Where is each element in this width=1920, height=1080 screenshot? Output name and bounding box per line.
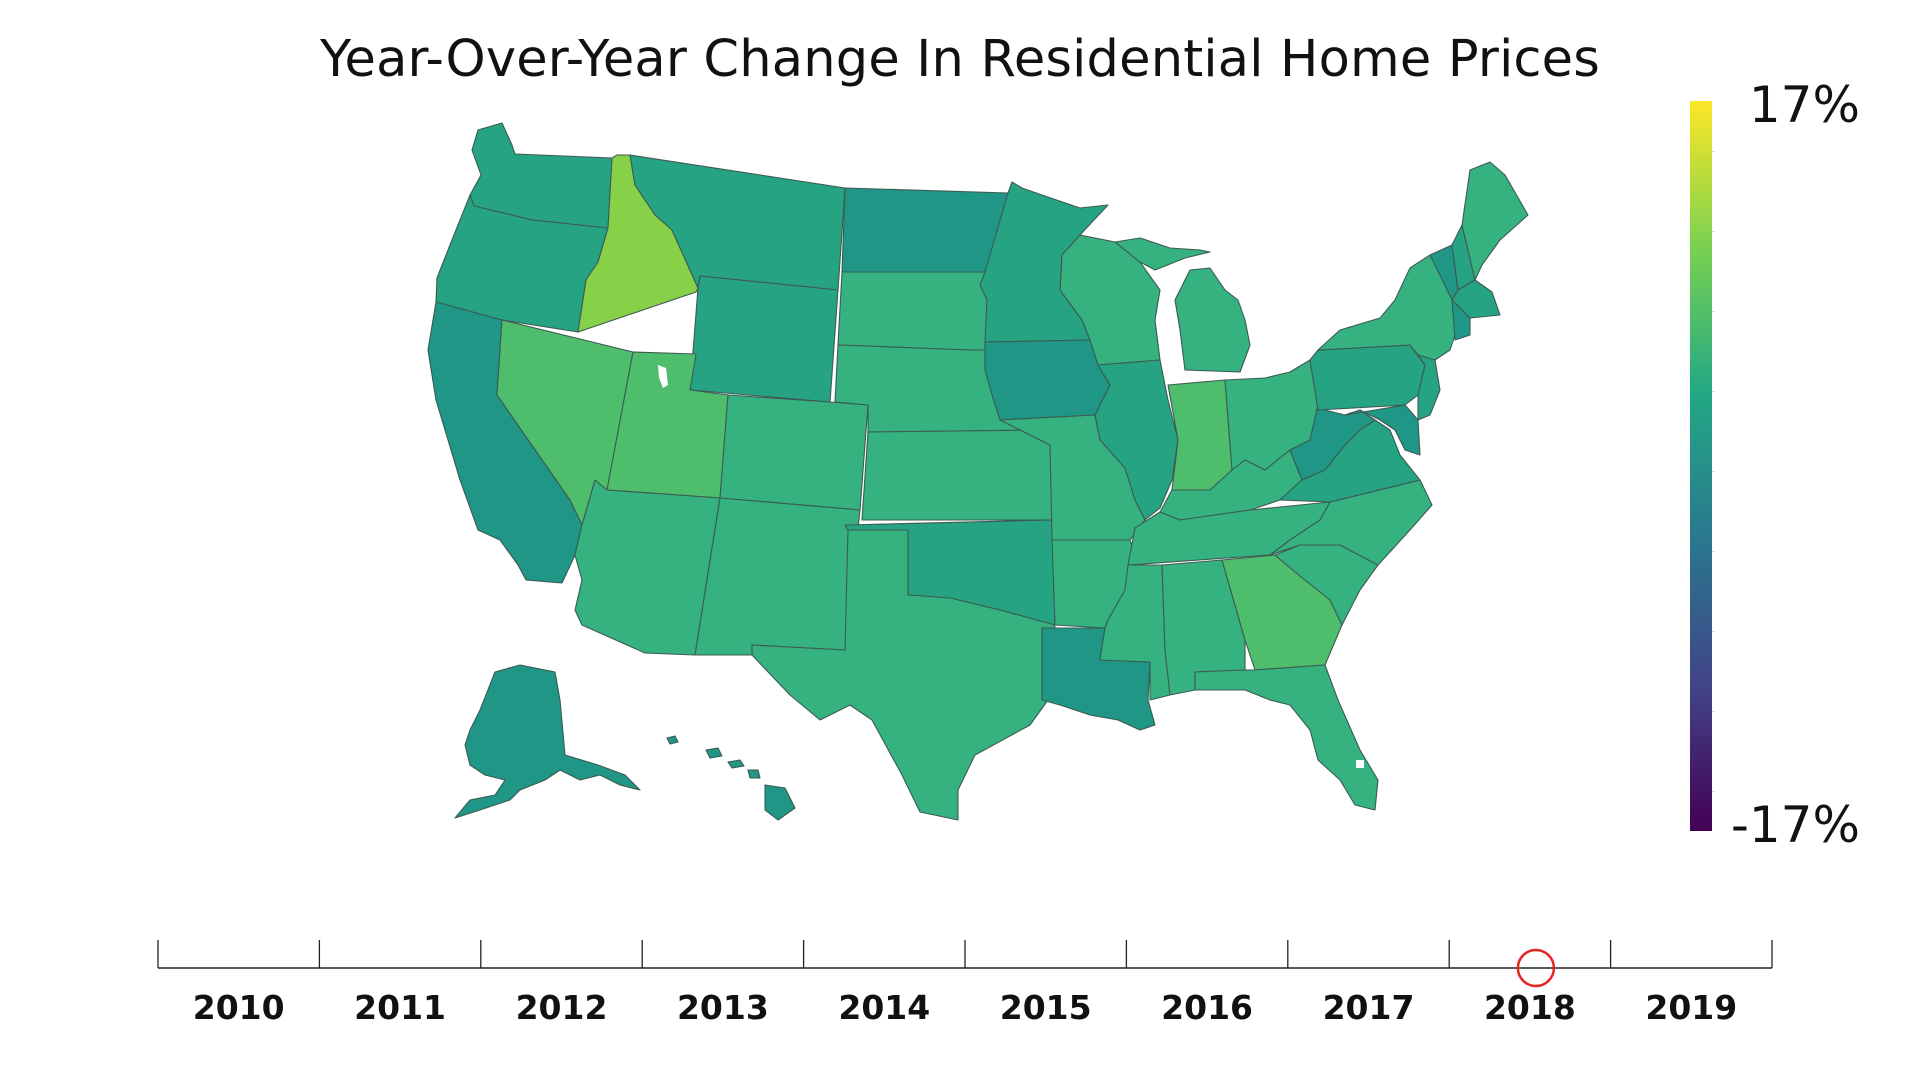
year-label-2016[interactable]: 2016: [1161, 988, 1254, 1027]
state-illinois[interactable]: [1094, 359, 1179, 521]
year-label-2011[interactable]: 2011: [354, 988, 447, 1027]
colorbar-tick: [1712, 711, 1715, 712]
state-north-carolina[interactable]: [1269, 479, 1433, 566]
state-maryland[interactable]: [1344, 404, 1421, 456]
lake-okeechobee: [1356, 760, 1364, 768]
timeline-ticks: [157, 940, 1773, 968]
colorbar-tick: [1712, 791, 1715, 792]
year-label-2014[interactable]: 2014: [838, 988, 931, 1027]
state-alaska[interactable]: [454, 664, 641, 819]
colorbar-tick: [1712, 391, 1715, 392]
year-label-2018[interactable]: 2018: [1483, 988, 1576, 1027]
year-label-2013[interactable]: 2013: [676, 988, 769, 1027]
colorbar: [1690, 101, 1712, 831]
year-label-2019[interactable]: 2019: [1645, 988, 1738, 1027]
year-label-2012[interactable]: 2012: [515, 988, 608, 1027]
year-label-2010[interactable]: 2010: [192, 988, 285, 1027]
state-wyoming[interactable]: [689, 275, 839, 403]
year-slider-handle[interactable]: [1516, 948, 1556, 988]
colorbar-tick: [1712, 151, 1715, 152]
state-colorado[interactable]: [719, 394, 869, 511]
state-michigan[interactable]: [1114, 237, 1251, 373]
state-new-jersey[interactable]: [1417, 354, 1441, 421]
colorbar-max-label: 17%: [1748, 76, 1860, 134]
colorbar-min-label: -17%: [1730, 796, 1860, 854]
state-wisconsin[interactable]: [1059, 234, 1161, 366]
state-hawaii[interactable]: [666, 735, 796, 821]
chart-title: Year-Over-Year Change In Residential Hom…: [319, 30, 1601, 89]
colorbar-tick: [1712, 551, 1715, 552]
year-label-2015[interactable]: 2015: [999, 988, 1092, 1027]
colorbar-tick: [1712, 631, 1715, 632]
colorbar-tick: [1712, 231, 1715, 232]
great-salt-lake: [658, 365, 668, 388]
state-florida[interactable]: [1194, 664, 1379, 811]
state-west-virginia[interactable]: [1289, 404, 1376, 481]
year-label-2017[interactable]: 2017: [1322, 988, 1415, 1027]
state-connecticut[interactable]: [1451, 299, 1471, 341]
state-texas[interactable]: [751, 529, 1056, 821]
colorbar-tick: [1712, 311, 1715, 312]
colorbar-tick: [1712, 471, 1715, 472]
state-maine[interactable]: [1461, 161, 1529, 281]
